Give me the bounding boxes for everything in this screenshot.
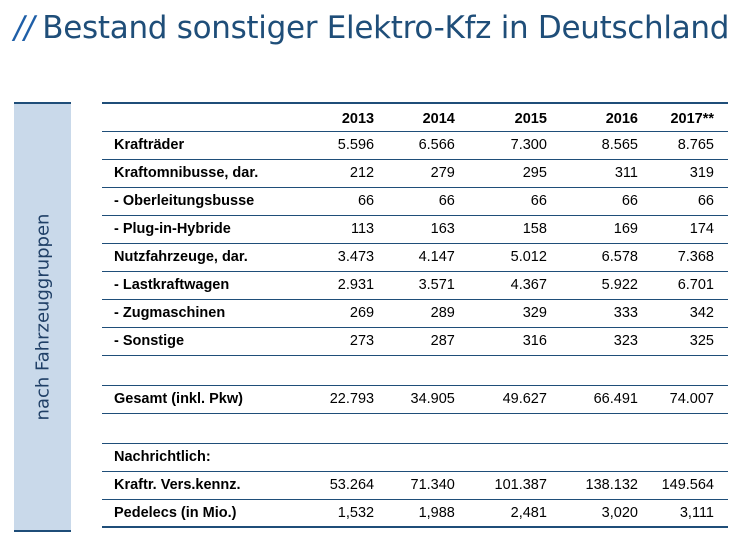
row-value: 323 xyxy=(613,333,638,349)
table-row: - Plug-in-Hybride 113 163 158 169 174 xyxy=(102,215,728,243)
row-label: - Lastkraftwagen xyxy=(114,277,230,293)
row-label: - Oberleitungsbusse xyxy=(114,193,255,209)
row-value: 6.701 xyxy=(677,277,714,293)
row-value: 287 xyxy=(430,333,455,349)
side-label-panel: nach Fahrzeuggruppen xyxy=(14,102,71,532)
row-value: 325 xyxy=(689,333,714,349)
title-prefix: // xyxy=(14,10,35,46)
title-text: Bestand sonstiger Elektro-Kfz in Deutsch… xyxy=(42,10,730,46)
row-value: 66 xyxy=(357,193,375,209)
memo-label: Pedelecs (in Mio.) xyxy=(114,504,237,521)
memo-heading-row: Nachrichtlich: xyxy=(102,443,728,471)
row-value: 7.300 xyxy=(510,137,547,153)
row-value: 163 xyxy=(430,221,455,237)
row-value: 333 xyxy=(613,305,638,321)
row-value: 66 xyxy=(697,193,714,209)
row-value: 174 xyxy=(689,221,714,237)
row-value: 273 xyxy=(349,333,375,349)
row-value: 8.565 xyxy=(601,137,638,153)
row-label: Krafträder xyxy=(114,137,185,153)
row-value: 342 xyxy=(689,305,714,321)
total-value: 74.007 xyxy=(669,391,714,407)
total-value: 49.627 xyxy=(502,391,547,407)
vehicle-stock-table: 2013 2014 2015 2016 2017** Krafträder 5.… xyxy=(102,102,728,528)
total-value: 34.905 xyxy=(410,391,455,407)
row-value: 169 xyxy=(613,221,638,237)
spacer-row xyxy=(102,355,728,385)
memo-row: Pedelecs (in Mio.) 1,532 1,988 2,481 3,0… xyxy=(102,499,728,527)
table-row: Nutzfahrzeuge, dar. 3.473 4.147 5.012 6.… xyxy=(102,243,728,271)
row-value: 279 xyxy=(430,165,455,181)
row-value: 6.566 xyxy=(418,137,455,153)
table-row: - Lastkraftwagen 2.931 3.571 4.367 5.922… xyxy=(102,271,728,299)
memo-value: 3,111 xyxy=(679,504,714,521)
table-row: - Oberleitungsbusse 66 66 66 66 66 xyxy=(102,187,728,215)
memo-value: 53.264 xyxy=(329,477,375,493)
side-label: nach Fahrzeuggruppen xyxy=(32,213,53,421)
row-value: 269 xyxy=(349,305,375,321)
header-empty-cell xyxy=(102,103,296,131)
table-row: - Zugmaschinen 269 289 329 333 342 xyxy=(102,299,728,327)
memo-value: 138.132 xyxy=(585,477,638,493)
row-label: - Zugmaschinen xyxy=(114,305,226,321)
memo-row: Kraftr. Vers.kennz. 53.264 71.340 101.38… xyxy=(102,471,728,499)
memo-value: 1,532 xyxy=(337,504,375,521)
row-value: 7.368 xyxy=(677,249,714,265)
memo-value: 1,988 xyxy=(418,504,455,521)
row-value: 319 xyxy=(689,165,714,181)
header-year: 2016 xyxy=(605,111,638,128)
memo-value: 149.564 xyxy=(661,477,714,493)
header-year: 2017** xyxy=(670,111,714,128)
row-value: 2.931 xyxy=(337,277,375,293)
row-label: - Sonstige xyxy=(114,333,185,349)
row-value: 5.596 xyxy=(337,137,375,153)
table-row: - Sonstige 273 287 316 323 325 xyxy=(102,327,728,355)
total-label: Gesamt (inkl. Pkw) xyxy=(114,391,243,407)
row-label: Kraftomnibusse, dar. xyxy=(114,165,259,181)
row-value: 311 xyxy=(614,165,638,181)
row-value: 66 xyxy=(438,193,455,209)
row-value: 66 xyxy=(530,193,547,209)
table-row: Kraftomnibusse, dar. 212 279 295 311 319 xyxy=(102,159,728,187)
row-value: 5.012 xyxy=(510,249,547,265)
total-value: 66.491 xyxy=(593,391,638,407)
row-value: 3.571 xyxy=(418,277,455,293)
memo-value: 3,020 xyxy=(601,504,638,521)
row-value: 295 xyxy=(522,165,547,181)
row-value: 66 xyxy=(621,193,638,209)
row-label: Nutzfahrzeuge, dar. xyxy=(114,249,248,265)
row-value: 158 xyxy=(522,221,547,237)
row-value: 212 xyxy=(349,165,375,181)
row-value: 289 xyxy=(430,305,455,321)
spacer-row xyxy=(102,413,728,443)
row-value: 5.922 xyxy=(601,277,638,293)
table-header-row: 2013 2014 2015 2016 2017** xyxy=(102,103,728,131)
row-value: 113 xyxy=(350,221,375,237)
total-row: Gesamt (inkl. Pkw) 22.793 34.905 49.627 … xyxy=(102,385,728,413)
memo-label: Kraftr. Vers.kennz. xyxy=(114,477,241,493)
total-value: 22.793 xyxy=(329,391,375,407)
row-value: 3.473 xyxy=(337,249,375,265)
memo-value: 101.387 xyxy=(494,477,547,493)
memo-heading: Nachrichtlich: xyxy=(114,449,211,465)
row-value: 6.578 xyxy=(601,249,638,265)
header-year: 2014 xyxy=(422,111,455,128)
row-value: 4.367 xyxy=(510,277,547,293)
row-value: 316 xyxy=(522,333,547,349)
row-value: 8.765 xyxy=(677,137,714,153)
page-title: //Bestand sonstiger Elektro-Kfz in Deuts… xyxy=(14,10,729,46)
row-value: 329 xyxy=(522,305,547,321)
memo-value: 2,481 xyxy=(510,504,547,521)
row-label: - Plug-in-Hybride xyxy=(114,221,231,237)
row-value: 4.147 xyxy=(418,249,455,265)
header-year: 2015 xyxy=(514,111,547,128)
header-year: 2013 xyxy=(341,111,375,128)
memo-value: 71.340 xyxy=(410,477,455,493)
table-row: Krafträder 5.596 6.566 7.300 8.565 8.765 xyxy=(102,131,728,159)
